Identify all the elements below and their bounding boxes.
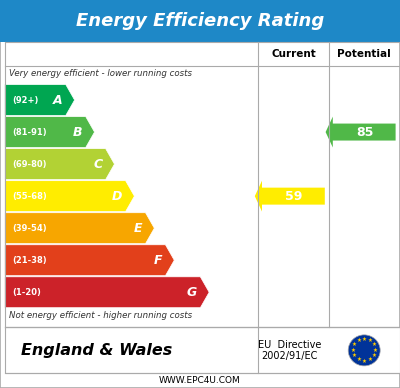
Text: F: F	[154, 254, 162, 267]
Text: (92+): (92+)	[12, 95, 38, 104]
Text: ★: ★	[356, 357, 361, 362]
Text: (39-54): (39-54)	[12, 223, 47, 233]
Text: ★: ★	[372, 353, 376, 358]
Text: WWW.EPC4U.COM: WWW.EPC4U.COM	[159, 376, 241, 385]
Text: 59: 59	[285, 190, 302, 203]
Text: ★: ★	[352, 343, 357, 347]
Polygon shape	[5, 149, 114, 180]
Text: ★: ★	[362, 359, 367, 364]
Text: Current: Current	[271, 49, 316, 59]
Text: ★: ★	[372, 343, 376, 347]
Polygon shape	[5, 117, 94, 147]
Polygon shape	[5, 85, 74, 116]
Text: B: B	[73, 126, 82, 139]
Text: D: D	[112, 190, 122, 203]
Text: Energy Efficiency Rating: Energy Efficiency Rating	[76, 12, 324, 30]
Text: Not energy efficient - higher running costs: Not energy efficient - higher running co…	[9, 311, 192, 320]
Bar	[0, 0, 400, 42]
Polygon shape	[5, 181, 134, 211]
Text: (69-80): (69-80)	[12, 159, 46, 169]
Text: 85: 85	[356, 126, 373, 139]
Text: EU  Directive
2002/91/EC: EU Directive 2002/91/EC	[258, 340, 322, 361]
Text: (1-20): (1-20)	[12, 288, 41, 297]
Bar	[5, 327, 400, 373]
Text: ★: ★	[352, 353, 357, 358]
Polygon shape	[326, 117, 396, 147]
Text: ★: ★	[350, 348, 356, 353]
Text: ★: ★	[362, 337, 367, 342]
Text: ★: ★	[367, 338, 372, 343]
Polygon shape	[255, 181, 325, 211]
Text: ★: ★	[356, 338, 361, 343]
Text: (81-91): (81-91)	[12, 128, 47, 137]
Text: England & Wales: England & Wales	[21, 343, 172, 358]
Text: (21-38): (21-38)	[12, 256, 47, 265]
Polygon shape	[5, 277, 209, 308]
Text: Potential: Potential	[337, 49, 391, 59]
Text: (55-68): (55-68)	[12, 192, 47, 201]
Text: ★: ★	[367, 357, 372, 362]
Text: Very energy efficient - lower running costs: Very energy efficient - lower running co…	[9, 69, 192, 78]
Polygon shape	[5, 213, 154, 244]
Text: C: C	[93, 158, 102, 171]
Text: A: A	[53, 94, 62, 107]
Text: ★: ★	[373, 348, 378, 353]
Circle shape	[348, 335, 380, 366]
Text: E: E	[134, 222, 142, 235]
Text: G: G	[187, 286, 197, 299]
Polygon shape	[5, 245, 174, 275]
